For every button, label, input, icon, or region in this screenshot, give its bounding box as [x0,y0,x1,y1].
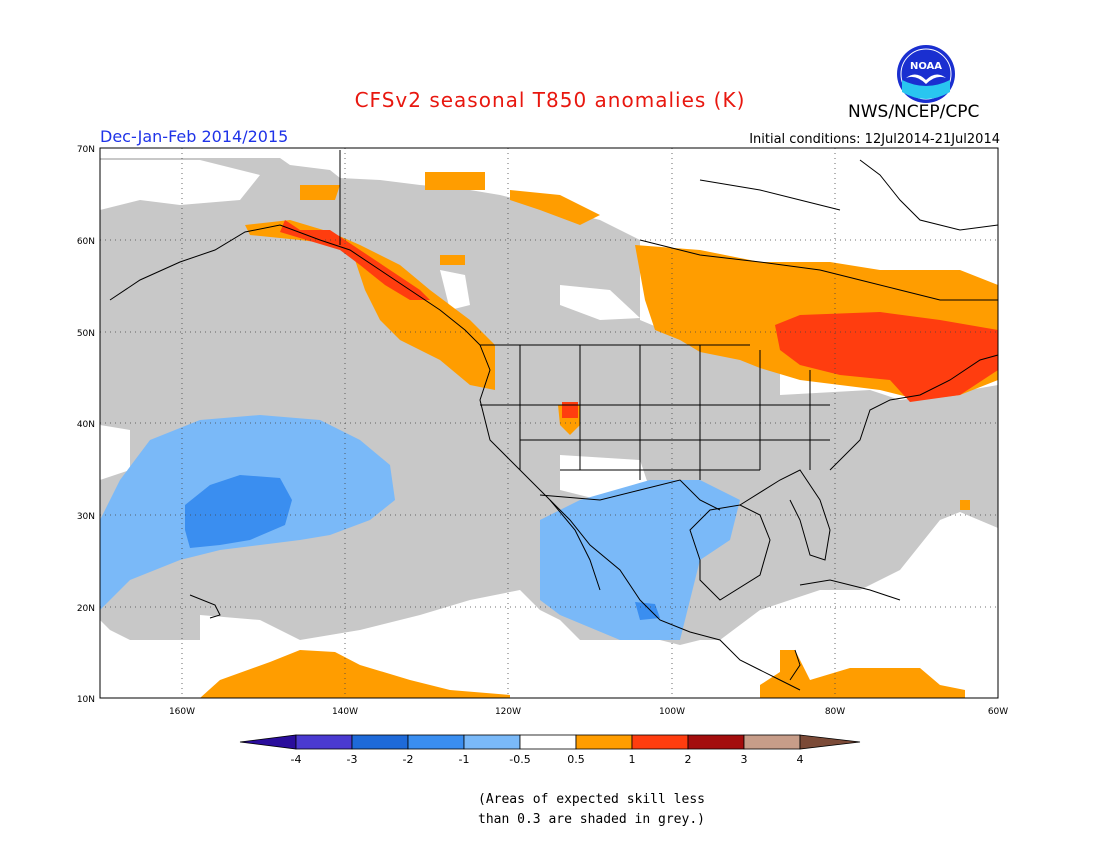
legend-label: 4 [797,753,804,766]
lon-label: 160W [169,707,195,717]
lon-label: 100W [659,707,685,717]
legend-label: 1 [629,753,636,766]
lat-label: 40N [77,420,95,430]
legend-swatch [407,734,465,750]
low-skill-shading [100,158,998,670]
positive-anomaly-orange [245,220,495,390]
lon-label: 120W [495,707,521,717]
footnote: (Areas of expected skill less than 0.3 a… [478,790,705,830]
legend-label: -3 [347,753,358,766]
lat-label: 60N [77,237,95,247]
lat-label: 50N [77,329,95,339]
legend-label: 0.5 [567,753,585,766]
lon-label: 60W [988,707,1008,717]
negative-anomaly-mid [185,475,292,548]
legend-label: -4 [291,753,302,766]
legend-swatch [351,734,409,750]
legend-label: 3 [741,753,748,766]
legend-label: -0.5 [509,753,530,766]
footnote-line-2: than 0.3 are shaded in grey.) [478,812,705,827]
lat-label: 10N [77,695,95,705]
positive-anomaly-red [775,312,998,402]
map-title: CFSv2 seasonal T850 anomalies (K) [354,88,746,112]
legend-swatch [631,734,689,750]
map-frame [99,147,999,699]
logo-text: NOAA [910,61,942,72]
lon-labels: 160W 140W 120W 100W 80W 60W [169,707,1008,717]
legend-swatch [463,734,521,750]
legend-arrow-low [239,734,297,750]
lat-labels: 70N 60N 50N 40N 30N 20N 10N [77,145,95,705]
lon-label: 140W [332,707,358,717]
legend-swatch [575,734,633,750]
lon-label: 80W [825,707,845,717]
legend-arrow-high [799,734,861,750]
lat-label: 70N [77,145,95,155]
season-label: Dec-Jan-Feb 2014/2015 [100,127,289,146]
footnote-line-1: (Areas of expected skill less [478,792,705,807]
coastlines [109,150,999,691]
legend-swatch [519,734,577,750]
legend-swatch [295,734,353,750]
agency-label: NWS/NCEP/CPC [848,102,980,122]
legend-label: -2 [403,753,414,766]
noaa-logo-icon: NOAA [897,45,955,103]
lat-label: 30N [77,512,95,522]
graticule [100,148,998,698]
legend-swatch [687,734,745,750]
legend-swatch [743,734,801,750]
map-border [99,147,999,699]
legend-label: 2 [685,753,692,766]
color-legend: -4 -3 -2 -1 -0.5 0.5 1 2 3 4 [239,734,861,766]
lat-label: 20N [77,604,95,614]
initial-conditions-label: Initial conditions: 12Jul2014-21Jul2014 [749,132,1000,147]
legend-label: -1 [459,753,470,766]
